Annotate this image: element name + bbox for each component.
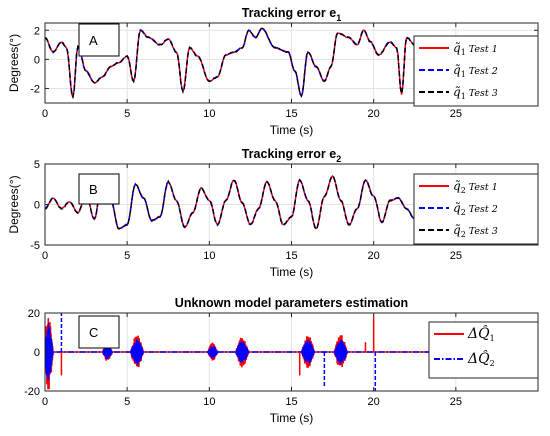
legend: ΔQ̂1 ΔQ̂2 (428, 321, 539, 379)
legend-entry: q̃2 Test 3 (453, 223, 498, 239)
x-tick-label: 10 (203, 396, 215, 408)
legend-box (428, 321, 539, 379)
legend-entry: ΔQ̂1 (467, 324, 495, 343)
x-tick-label: 15 (285, 396, 297, 408)
legend-entry: ΔQ̂2 (467, 349, 495, 368)
x-tick-label: 25 (450, 108, 462, 120)
y-tick-label: -20 (24, 386, 40, 398)
y-tick-label: 0 (34, 54, 40, 66)
legend-entry: q̃2 Test 1 (453, 179, 498, 195)
legend-entry: q̃1 Test 1 (453, 41, 498, 57)
plot-area (45, 27, 416, 100)
burst-2 (300, 339, 316, 364)
y-tick-label: 20 (28, 308, 40, 320)
x-tick-label: 10 (203, 108, 215, 120)
x-tick-label: 5 (124, 396, 130, 408)
x-axis-label: Time (s) (270, 265, 314, 279)
x-tick-label: 0 (42, 250, 48, 262)
x-tick-label: 0 (42, 108, 48, 120)
x-tick-label: 5 (124, 108, 130, 120)
chart-title: Unknown model parameters estimation (175, 296, 408, 310)
x-tick-label: 20 (368, 108, 380, 120)
burst-2 (333, 339, 348, 365)
annotation-box (78, 315, 120, 349)
x-tick-label: 15 (285, 250, 297, 262)
annotation-label: A (89, 33, 98, 48)
burst-2 (45, 322, 54, 381)
x-tick-label: 25 (450, 250, 462, 262)
x-tick-label: 10 (203, 250, 215, 262)
chart-title: Tracking error e2 (242, 147, 342, 164)
annotation-box (78, 173, 120, 205)
y-axis-label: Degrees(°) (7, 175, 21, 233)
annotation-label: B (89, 182, 98, 197)
chart-panel-1: Tracking error e1 0 5 10 15 20 25 -2 0 2 Time (s) D… (7, 6, 539, 137)
legend: q̃2 Test 1 q̃2 Test 2 q̃2 Test 3 (413, 173, 539, 245)
legend-entry: q̃1 Test 2 (453, 63, 498, 79)
y-tick-label: -2 (30, 83, 40, 95)
burst-2 (235, 341, 250, 363)
y-axis-label: Degrees(°) (7, 34, 21, 92)
annotation-box (78, 23, 120, 57)
x-tick-label: 25 (450, 396, 462, 408)
x-axis-label: Time (s) (270, 123, 314, 137)
y-tick-label: -5 (30, 240, 40, 252)
y-tick-label: 2 (34, 25, 40, 37)
x-axis-label: Time (s) (270, 411, 314, 425)
legend-entry: q̃2 Test 2 (453, 201, 498, 217)
y-tick-label: 5 (34, 159, 40, 171)
legend: q̃1 Test 1 q̃1 Test 2 q̃1 Test 3 (413, 35, 539, 107)
chart-panel-3: Unknown model parameters estimation 0 5 10 1… (24, 296, 539, 425)
x-tick-label: 20 (368, 396, 380, 408)
x-tick-label: 5 (124, 250, 130, 262)
legend-entry: q̃1 Test 3 (453, 85, 498, 101)
x-tick-label: 20 (368, 250, 380, 262)
x-tick-label: 15 (285, 108, 297, 120)
y-tick-label: 0 (34, 347, 40, 359)
annotation-label: C (89, 325, 98, 340)
series-line-3 (45, 27, 416, 98)
y-tick-label: 0 (34, 200, 40, 212)
burst-2 (207, 346, 219, 359)
plot-area (45, 313, 432, 391)
chart-title: Tracking error e1 (242, 6, 342, 23)
x-tick-label: 0 (42, 396, 48, 408)
burst-2 (129, 339, 145, 365)
